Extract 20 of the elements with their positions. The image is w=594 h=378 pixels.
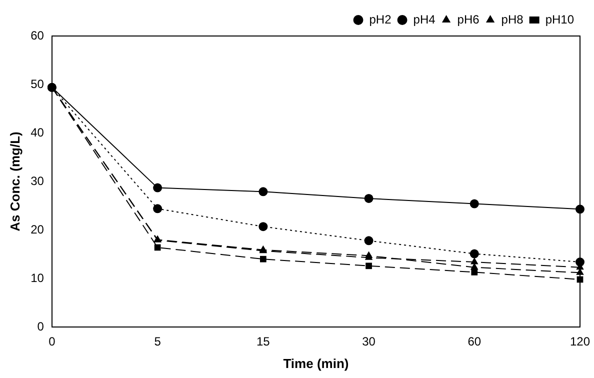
y-tick-label: 20	[30, 222, 44, 236]
legend-label: pH6	[457, 12, 480, 26]
legend-label: pH10	[545, 12, 574, 26]
x-axis-title: Time (min)	[283, 356, 349, 371]
x-tick-label: 30	[362, 334, 376, 349]
x-tick-label: 120	[570, 334, 590, 349]
y-tick-label: 50	[30, 76, 44, 91]
legend-label: pH2	[369, 12, 392, 26]
x-tick-label: 0	[48, 334, 56, 349]
legend-label: pH8	[501, 12, 524, 26]
y-axis-title: As Conc. (mg/L)	[7, 132, 22, 232]
x-tick-label: 60	[468, 334, 482, 349]
x-tick-label: 15	[256, 334, 270, 349]
y-tick-label: 60	[30, 28, 44, 42]
y-tick-label: 30	[30, 174, 44, 188]
y-tick-label: 10	[30, 270, 44, 285]
y-tick-label: 40	[30, 125, 44, 140]
legend-label: pH4	[413, 12, 436, 26]
x-tick-label: 5	[154, 334, 162, 349]
y-tick-label: 0	[37, 319, 44, 334]
